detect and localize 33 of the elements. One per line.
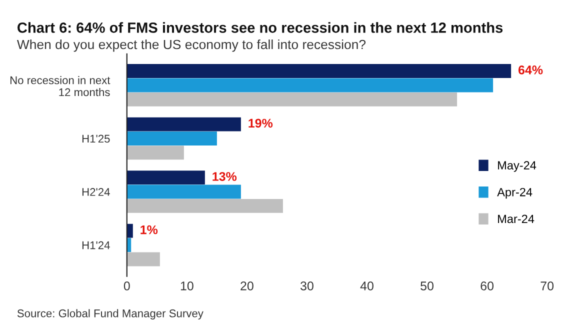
chart-subtitle: When do you expect the US economy to fall into recession? [16,39,366,52]
bar [126,224,133,238]
source-note: Source: Global Fund Manager Survey [17,309,204,320]
bar [126,132,217,146]
data-label: 64% [518,66,543,74]
data-label: 1% [140,225,158,234]
x-tick-label: 40 [360,282,374,290]
data-label: 19% [248,118,273,128]
y-tick-label: No recession in next 12 months [10,76,110,96]
bar [126,64,512,78]
legend-label: Mar-24 [498,214,534,224]
bar [126,199,283,213]
chart-title: Chart 6: 64% of FMS investors see no recession in the next 12 months [18,22,503,33]
x-tick-label: 20 [240,282,254,290]
y-tick-label: H2'24 [82,188,110,196]
data-label: 13% [212,172,237,181]
bar [126,184,241,199]
x-tick-label: 60 [480,282,494,290]
bar [126,170,205,185]
bar [126,78,494,92]
bar [126,146,184,160]
y-tick-label: H1'24 [82,241,110,250]
bar [126,92,458,106]
legend-label: Apr-24 [497,188,532,199]
x-tick-label: 70 [540,282,554,290]
legend-label: May-24 [498,161,536,172]
x-tick-label: 50 [420,282,434,290]
x-tick-label: 0 [124,282,130,290]
x-tick-label: 30 [300,282,314,290]
bar [126,117,241,132]
x-tick-label: 10 [180,282,194,290]
bar [126,252,160,266]
y-tick-label: H1'25 [82,134,110,143]
